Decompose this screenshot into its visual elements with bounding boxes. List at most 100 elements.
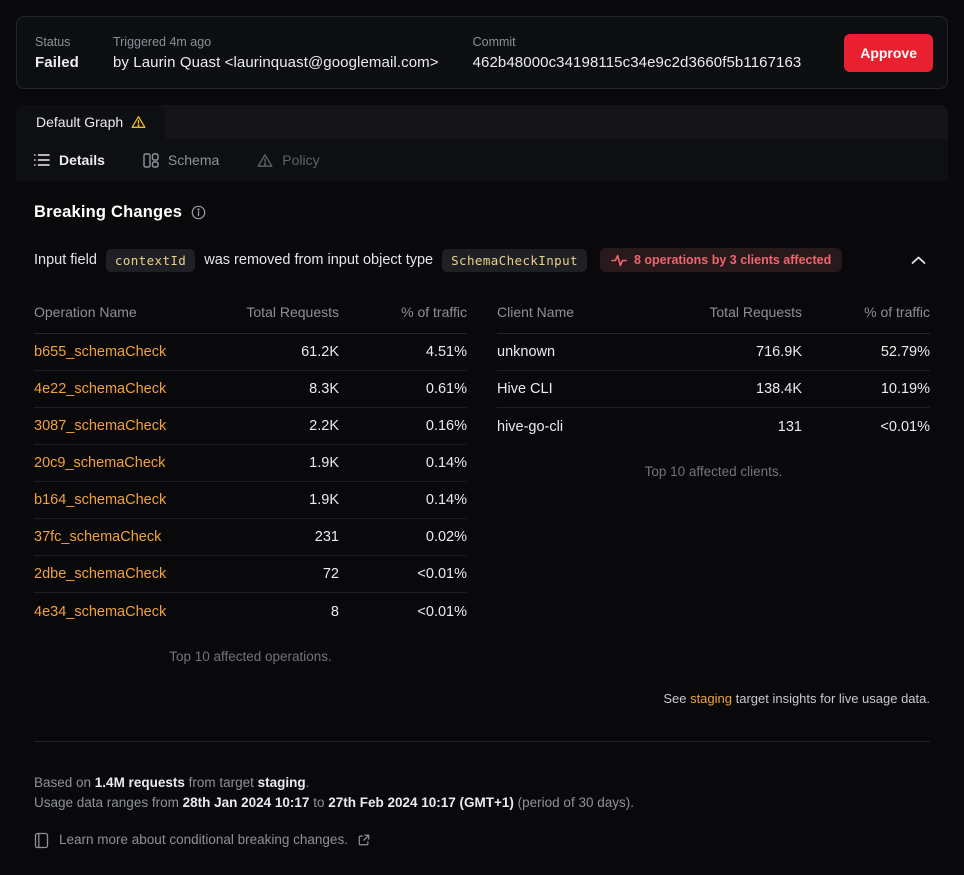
- graph-tab-label: Default Graph: [36, 114, 124, 130]
- tab-schema-label: Schema: [167, 152, 220, 168]
- operation-name-link[interactable]: 3087_schemaCheck: [34, 418, 167, 434]
- clients-table-caption: Top 10 affected clients.: [644, 464, 783, 479]
- staging-target-link[interactable]: staging: [690, 691, 732, 706]
- client-row: hive-go-cli 131 <0.01%: [497, 408, 930, 445]
- operation-name-link[interactable]: 4e34_schemaCheck: [34, 603, 167, 620]
- clients-table: Client Name Total Requests % of traffic …: [497, 304, 930, 664]
- external-link-icon: [358, 834, 370, 846]
- insights-note-prefix: See: [663, 691, 691, 706]
- operation-requests-value: 1.9K: [309, 492, 339, 508]
- change-text-middle: was removed from input object type: [204, 252, 434, 268]
- clients-table-body: unknown 716.9K 52.79% Hive CLI 138.4K 10…: [497, 334, 930, 445]
- client-name-value: Hive CLI: [497, 381, 553, 397]
- client-name-value: unknown: [497, 344, 556, 360]
- learn-more-link[interactable]: Learn more about conditional breaking ch…: [34, 830, 930, 850]
- col-client-traffic-percent: % of traffic: [864, 304, 930, 320]
- operation-traffic-value: 0.61%: [425, 381, 467, 397]
- status-header-card: Status Failed Triggered 4m ago by Laurin…: [16, 16, 948, 89]
- operation-traffic-value: <0.01%: [417, 603, 467, 620]
- operation-requests-value: 8.3K: [309, 381, 339, 397]
- operation-row: 37fc_schemaCheck 231 0.02%: [34, 519, 467, 556]
- clients-table-header: Client Name Total Requests % of traffic: [497, 304, 930, 334]
- tab-details[interactable]: Details: [34, 152, 105, 168]
- usage-footer: Based on 1.4M requests from target stagi…: [34, 773, 930, 850]
- operation-traffic-value: <0.01%: [417, 566, 467, 582]
- client-requests-value: 131: [777, 418, 802, 435]
- operations-table: Operation Name Total Requests % of traff…: [34, 304, 467, 664]
- usage-tables: Operation Name Total Requests % of traff…: [34, 304, 930, 664]
- change-text-before: Input field: [34, 252, 97, 268]
- commit-hash: 462b48000c34198115c34e9c2d3660f5b1167163: [472, 53, 802, 71]
- tab-policy[interactable]: Policy: [257, 152, 320, 168]
- operation-name-link[interactable]: 4e22_schemaCheck: [34, 381, 167, 397]
- breaking-change-row: Input field contextId was removed from i…: [34, 248, 930, 272]
- operations-table-header: Operation Name Total Requests % of traff…: [34, 304, 467, 334]
- range-to: to: [309, 795, 329, 810]
- operation-traffic-value: 0.16%: [425, 418, 467, 434]
- commit-label: Commit: [472, 34, 516, 49]
- book-icon: [34, 832, 49, 849]
- operation-name-link[interactable]: b164_schemaCheck: [34, 492, 167, 508]
- affected-operations-badge: 8 operations by 3 clients affected: [599, 248, 843, 272]
- insights-note: See staging target insights for live usa…: [34, 691, 930, 706]
- graph-tab-strip: Default Graph: [16, 105, 948, 139]
- operation-requests-value: 231: [314, 529, 339, 545]
- status-value: Failed: [35, 53, 79, 71]
- commit-column: Commit 462b48000c34198115c34e9c2d3660f5b…: [473, 35, 802, 71]
- based-suffix: .: [305, 775, 310, 790]
- operations-table-caption: Top 10 affected operations.: [169, 649, 332, 664]
- operation-row: 4e22_schemaCheck 8.3K 0.61%: [34, 371, 467, 408]
- date-range-line: Usage data ranges from 28th Jan 2024 10:…: [34, 793, 930, 813]
- insights-note-suffix: target insights for live usage data.: [731, 691, 930, 706]
- footer-divider: [34, 741, 930, 742]
- collapse-chevron-up-icon[interactable]: [907, 252, 930, 269]
- col-client-total-requests: Total Requests: [709, 304, 802, 320]
- based-on-line: Based on 1.4M requests from target stagi…: [34, 773, 930, 793]
- operation-row: b164_schemaCheck 1.9K 0.14%: [34, 482, 467, 519]
- operation-requests-value: 8: [330, 603, 339, 620]
- col-traffic-percent: % of traffic: [401, 304, 467, 320]
- operation-name-link[interactable]: 37fc_schemaCheck: [34, 529, 162, 545]
- policy-warning-icon: [257, 153, 273, 168]
- operation-traffic-value: 4.51%: [425, 344, 467, 360]
- info-icon[interactable]: [191, 205, 206, 220]
- schema-icon: [143, 152, 159, 168]
- client-row: unknown 716.9K 52.79%: [497, 334, 930, 371]
- warning-triangle-icon: [131, 115, 146, 129]
- affected-badge-label: 8 operations by 3 clients affected: [633, 253, 832, 267]
- tab-default-graph[interactable]: Default Graph: [16, 105, 167, 139]
- target-name: staging: [257, 775, 306, 790]
- operation-name-link[interactable]: b655_schemaCheck: [34, 344, 167, 360]
- client-name-value: hive-go-cli: [497, 418, 564, 435]
- operation-traffic-value: 0.14%: [425, 455, 467, 471]
- learn-more-label: Learn more about conditional breaking ch…: [59, 832, 348, 847]
- client-row: Hive CLI 138.4K 10.19%: [497, 371, 930, 408]
- tab-schema[interactable]: Schema: [143, 152, 219, 168]
- operation-row: 20c9_schemaCheck 1.9K 0.14%: [34, 445, 467, 482]
- client-requests-value: 716.9K: [756, 344, 802, 360]
- details-content: Breaking Changes Input field contextId w…: [16, 203, 948, 850]
- operation-requests-value: 72: [322, 566, 339, 582]
- operation-traffic-value: 0.02%: [425, 529, 467, 545]
- operation-name-link[interactable]: 20c9_schemaCheck: [34, 455, 166, 471]
- operations-table-body: b655_schemaCheck 61.2K 4.51% 4e22_schema…: [34, 334, 467, 630]
- breaking-changes-title: Breaking Changes: [34, 203, 183, 221]
- col-total-requests: Total Requests: [246, 304, 339, 320]
- operation-row: 3087_schemaCheck 2.2K 0.16%: [34, 408, 467, 445]
- requests-count: 1.4M requests: [94, 775, 185, 790]
- triggered-column: Triggered 4m ago by Laurin Quast <laurin…: [113, 35, 439, 71]
- operation-name-link[interactable]: 2dbe_schemaCheck: [34, 566, 167, 582]
- client-traffic-value: <0.01%: [880, 418, 930, 435]
- approve-button[interactable]: Approve: [844, 33, 933, 72]
- status-column: Status Failed: [35, 35, 79, 71]
- client-traffic-value: 52.79%: [880, 344, 930, 360]
- operation-row: 2dbe_schemaCheck 72 <0.01%: [34, 556, 467, 593]
- based-middle: from target: [184, 775, 258, 790]
- operation-row: 4e34_schemaCheck 8 <0.01%: [34, 593, 467, 630]
- col-client-name: Client Name: [497, 304, 575, 320]
- triggered-label: Triggered 4m ago: [112, 34, 212, 49]
- status-label: Status: [35, 34, 71, 49]
- operation-requests-value: 2.2K: [309, 418, 339, 434]
- change-description: Input field contextId was removed from i…: [34, 248, 587, 272]
